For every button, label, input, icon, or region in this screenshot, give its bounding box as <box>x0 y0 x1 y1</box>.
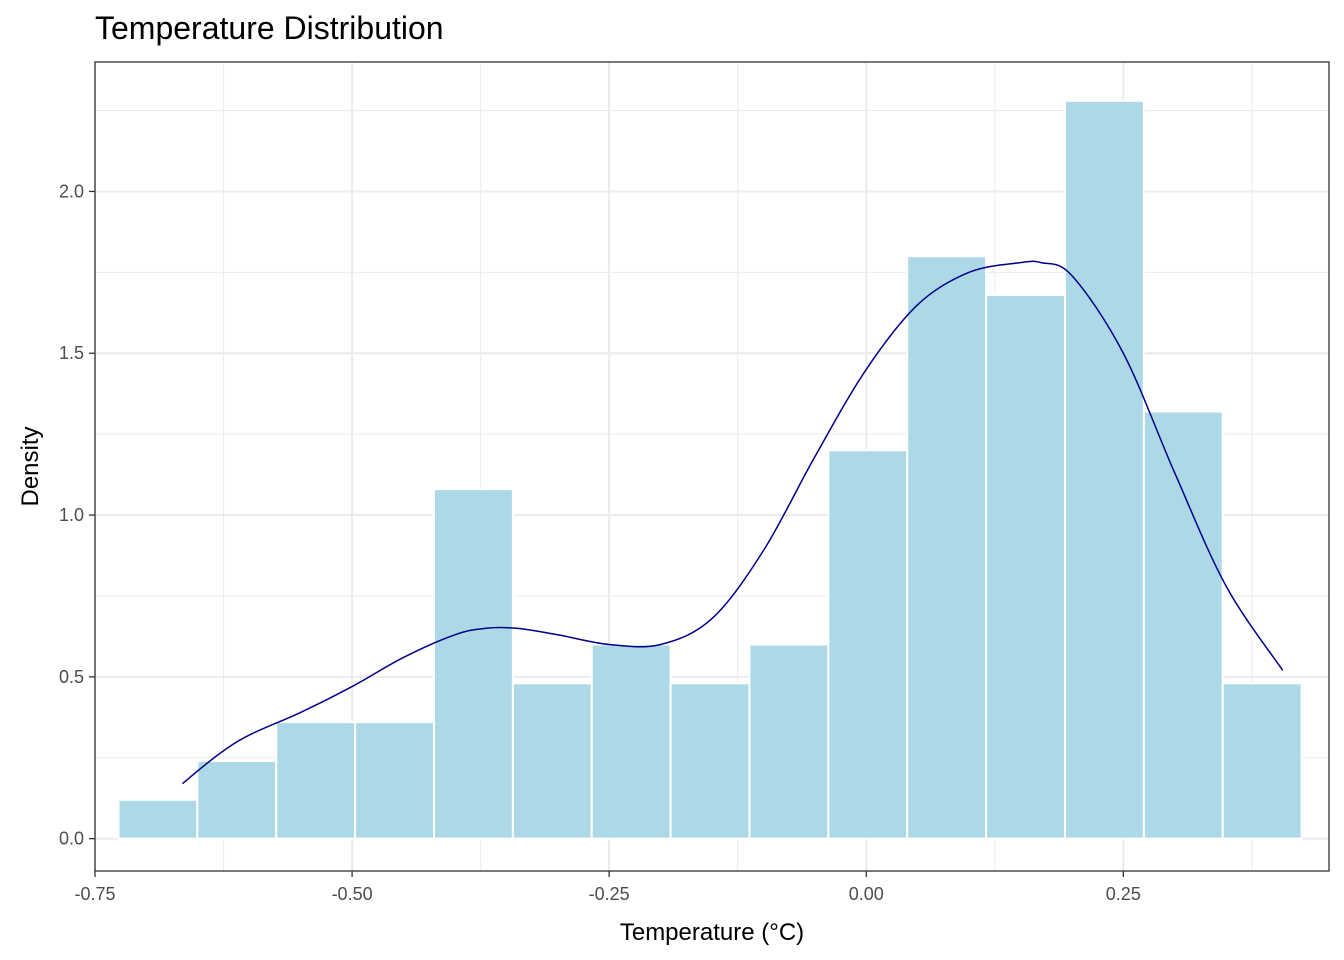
y-tick-label: 0.5 <box>59 667 84 687</box>
x-tick-label: 0.25 <box>1106 884 1141 904</box>
histogram-bars <box>117 99 1303 840</box>
histogram-bar <box>590 643 672 840</box>
histogram-bar <box>1221 682 1303 840</box>
histogram-bar <box>117 798 199 840</box>
histogram-bar <box>432 488 514 840</box>
y-tick-label: 0.0 <box>59 829 84 849</box>
x-tick-label: 0.00 <box>849 884 884 904</box>
y-tick-label: 1.5 <box>59 343 84 363</box>
axes: -0.75 -0.50 -0.25 0.00 0.25 0.0 0.5 1.0 1.5 2.0 <box>59 181 1141 904</box>
y-tick-label: 1.0 <box>59 505 84 525</box>
y-tick-label: 2.0 <box>59 181 84 201</box>
histogram-bar <box>906 255 988 840</box>
histogram-bar <box>354 721 435 840</box>
histogram-bar <box>1063 99 1145 840</box>
histogram-bar <box>196 759 278 840</box>
histogram-bar <box>985 293 1066 840</box>
histogram-bar <box>1142 410 1224 840</box>
panel-border <box>94 61 1330 872</box>
histogram-bar <box>827 449 909 840</box>
histogram-bar <box>275 721 357 840</box>
chart-title: Temperature Distribution <box>95 10 444 46</box>
density-curve <box>181 260 1284 785</box>
x-axis-title: Temperature (°C) <box>620 919 804 946</box>
x-tick-label: -0.25 <box>589 884 630 904</box>
histogram-bar <box>511 682 593 840</box>
x-tick-label: -0.75 <box>74 884 115 904</box>
y-axis-title: Density <box>17 426 44 506</box>
x-tick-label: -0.50 <box>332 884 373 904</box>
histogram-bar <box>748 643 830 840</box>
density-curve-layer <box>181 260 1284 785</box>
histogram-bar <box>669 682 751 840</box>
